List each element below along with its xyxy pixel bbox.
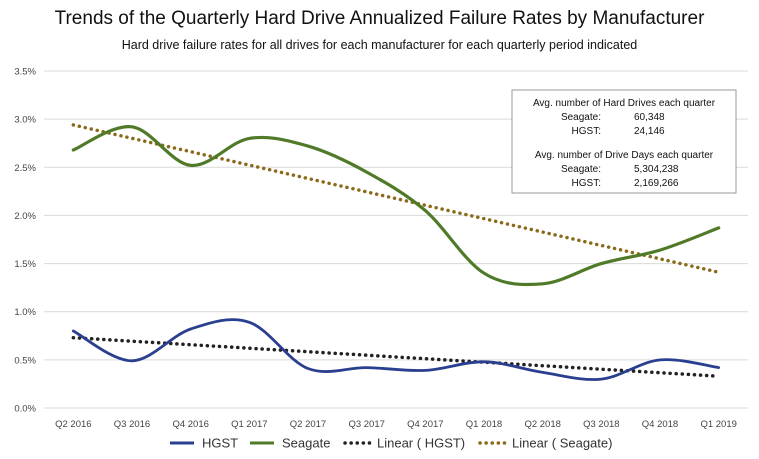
x-tick-label: Q3 2017	[348, 419, 384, 430]
series-lines	[71, 123, 721, 381]
x-tick-label: Q2 2018	[524, 419, 560, 430]
legend: HGST Seagate Linear ( HGST) Linear ( Seagat…	[170, 436, 612, 451]
info-box-label: HGST:	[572, 178, 601, 189]
y-tick-label: 3.5%	[14, 67, 36, 78]
x-tick-label: Q3 2018	[583, 419, 619, 430]
info-box-heading-drives: Avg. number of Hard Drives each quarter	[533, 98, 716, 109]
x-tick-label: Q1 2017	[231, 419, 267, 430]
y-tick-label: 1.5%	[14, 259, 36, 270]
series-line-linear-seagate	[71, 123, 721, 274]
x-tick-label: Q4 2018	[642, 419, 678, 430]
x-tick-label: Q1 2019	[700, 419, 736, 430]
x-axis-ticks: Q2 2016 Q3 2016 Q4 2016 Q1 2017 Q2 2017 Q3 20…	[55, 419, 737, 430]
info-box-value: 2,169,266	[634, 178, 679, 189]
y-tick-label: 3.0%	[14, 115, 36, 126]
x-tick-label: Q2 2016	[55, 419, 91, 430]
info-box-label: HGST:	[572, 126, 601, 137]
info-box-value: 5,304,238	[634, 164, 679, 175]
info-box-value: 24,146	[634, 126, 665, 137]
series-line-seagate	[71, 125, 721, 287]
y-tick-label: 0.5%	[14, 355, 36, 366]
info-box-heading-drive-days: Avg. number of Drive Days each quarter	[535, 150, 714, 161]
info-box-frame	[511, 89, 737, 194]
x-tick-label: Q1 2018	[466, 419, 502, 430]
info-box-label: Seagate:	[561, 164, 601, 175]
y-tick-label: 2.0%	[14, 211, 36, 222]
x-tick-label: Q3 2016	[114, 419, 150, 430]
series-line-linear-hgst	[71, 335, 721, 378]
info-box-label: Seagate:	[561, 112, 601, 123]
legend-label-linear-seagate: Linear ( Seagate)	[512, 436, 612, 451]
y-axis-ticks: 0.0% 0.5% 1.0% 1.5% 2.0% 2.5% 3.0% 3.5%	[14, 67, 36, 415]
legend-label-hgst: HGST	[202, 436, 238, 451]
legend-label-seagate: Seagate	[282, 436, 330, 451]
chart-title: Trends of the Quarterly Hard Drive Annua…	[54, 8, 705, 29]
chart-subtitle: Hard drive failure rates for all drives …	[121, 38, 638, 52]
info-box: Avg. number of Hard Drives each quarter …	[511, 89, 737, 194]
y-tick-label: 2.5%	[14, 163, 36, 174]
legend-label-linear-hgst: Linear ( HGST)	[377, 436, 465, 451]
series-line-hgst	[71, 318, 721, 381]
y-tick-label: 0.0%	[14, 404, 36, 415]
x-tick-label: Q4 2016	[172, 419, 208, 430]
x-tick-label: Q4 2017	[407, 419, 443, 430]
x-tick-label: Q2 2017	[290, 419, 326, 430]
info-box-value: 60,348	[634, 112, 665, 123]
y-tick-label: 1.0%	[14, 307, 36, 318]
